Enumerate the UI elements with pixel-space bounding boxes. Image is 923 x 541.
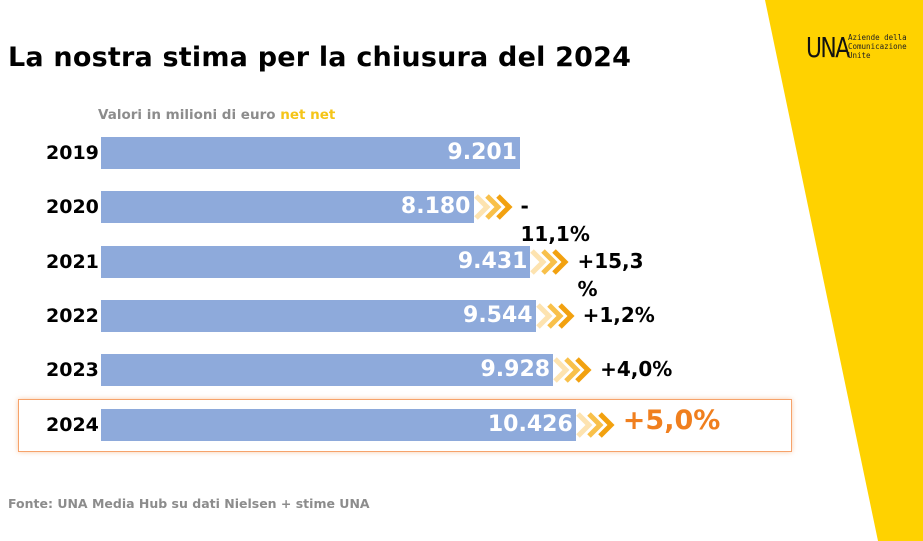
source-note: Fonte: UNA Media Hub su dati Nielsen + s… [8, 496, 370, 511]
bar-2021 [101, 245, 531, 278]
page-title: La nostra stima per la chiusura del 2024 [8, 42, 632, 73]
subtitle-highlight: net net [280, 107, 336, 123]
subtitle-text: Valori in milioni di euro [98, 107, 276, 123]
una-logo-icon: UNA [806, 31, 850, 64]
chevron-arrows-icon [535, 303, 575, 329]
bar-2024 [101, 408, 576, 441]
year-label-2023: 2023 [46, 359, 99, 382]
year-label-2021: 2021 [46, 250, 99, 273]
chevron-arrows-icon [553, 357, 592, 383]
chevron-arrows-icon [473, 194, 513, 221]
change-label-2021: +15,3% [577, 248, 644, 301]
year-label-2019: 2019 [46, 142, 99, 164]
bar-2020 [101, 191, 474, 224]
change-label-2024: +5,0% [622, 404, 721, 436]
value-label-2022: 9.544 [463, 302, 533, 328]
year-label-2022: 2022 [46, 304, 99, 327]
value-label-2021: 9.431 [457, 248, 528, 274]
year-label-2020: 2020 [46, 196, 99, 219]
change-label-2020: -11,1% [520, 194, 590, 247]
bar-2023 [101, 354, 554, 387]
bar-2022 [101, 299, 536, 332]
una-logo: UNA Aziende della Comunicazione Unite [806, 31, 907, 64]
chevron-arrows-icon [576, 411, 615, 438]
value-label-2019: 9.201 [447, 140, 517, 165]
year-label-2024: 2024 [46, 413, 99, 436]
logo-tagline: Aziende della Comunicazione Unite [848, 33, 907, 60]
value-label-2023: 9.928 [480, 357, 551, 383]
chart-subtitle: Valori in milioni di euro net net [98, 107, 335, 123]
bar-2019 [101, 137, 520, 169]
value-label-2020: 8.180 [400, 194, 471, 220]
highlight-frame-2024 [18, 399, 792, 452]
value-label-2024: 10.426 [487, 411, 573, 437]
chevron-arrows-icon [530, 248, 570, 275]
change-label-2023: +4,0% [600, 357, 673, 382]
change-label-2022: +1,2% [582, 302, 655, 327]
